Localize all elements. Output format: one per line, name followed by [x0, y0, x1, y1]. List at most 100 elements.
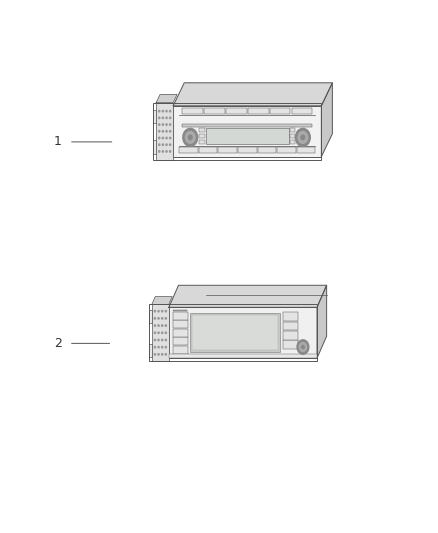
- Bar: [156, 102, 173, 160]
- Circle shape: [297, 340, 309, 354]
- Circle shape: [166, 151, 167, 152]
- Circle shape: [165, 353, 166, 355]
- Bar: [238, 147, 257, 153]
- Bar: [152, 110, 156, 123]
- Bar: [206, 128, 289, 143]
- Bar: [283, 341, 298, 349]
- Bar: [152, 102, 321, 160]
- Circle shape: [170, 138, 171, 139]
- Circle shape: [154, 325, 155, 326]
- Circle shape: [298, 132, 307, 143]
- Circle shape: [162, 144, 163, 146]
- Bar: [283, 322, 298, 330]
- Circle shape: [162, 151, 163, 152]
- Circle shape: [159, 151, 160, 152]
- Bar: [148, 310, 152, 322]
- Bar: [290, 128, 296, 132]
- Circle shape: [302, 345, 304, 349]
- Circle shape: [154, 332, 155, 334]
- Bar: [192, 315, 278, 350]
- Circle shape: [165, 339, 166, 341]
- Bar: [169, 308, 317, 358]
- Circle shape: [162, 110, 163, 112]
- Bar: [182, 124, 312, 127]
- Circle shape: [158, 310, 159, 312]
- Polygon shape: [152, 297, 172, 304]
- Polygon shape: [173, 83, 332, 106]
- Bar: [226, 108, 247, 114]
- Bar: [152, 304, 169, 361]
- Circle shape: [162, 131, 163, 132]
- Circle shape: [165, 310, 166, 312]
- Bar: [283, 331, 298, 340]
- Bar: [148, 344, 152, 357]
- Circle shape: [301, 135, 305, 140]
- Circle shape: [154, 346, 155, 348]
- Text: 2: 2: [54, 337, 62, 350]
- Circle shape: [166, 131, 167, 132]
- Circle shape: [162, 138, 163, 139]
- Bar: [152, 140, 156, 155]
- Bar: [290, 140, 296, 144]
- Circle shape: [185, 132, 195, 143]
- Circle shape: [154, 353, 155, 355]
- Circle shape: [170, 117, 171, 119]
- Bar: [290, 134, 296, 138]
- Bar: [297, 147, 315, 153]
- Circle shape: [165, 346, 166, 348]
- Circle shape: [159, 138, 160, 139]
- Circle shape: [154, 318, 155, 319]
- Bar: [173, 310, 187, 311]
- Circle shape: [166, 124, 167, 125]
- Circle shape: [188, 135, 192, 140]
- Circle shape: [159, 110, 160, 112]
- Circle shape: [154, 339, 155, 341]
- Circle shape: [162, 353, 163, 355]
- Circle shape: [295, 128, 310, 147]
- Bar: [148, 304, 317, 361]
- Circle shape: [170, 144, 171, 146]
- Circle shape: [154, 310, 155, 312]
- Bar: [173, 312, 188, 320]
- Circle shape: [159, 117, 160, 119]
- Circle shape: [166, 117, 167, 119]
- Circle shape: [158, 325, 159, 326]
- Bar: [270, 108, 290, 114]
- Bar: [204, 108, 225, 114]
- Circle shape: [166, 138, 167, 139]
- Circle shape: [158, 353, 159, 355]
- Bar: [248, 108, 268, 114]
- Circle shape: [162, 346, 163, 348]
- Bar: [283, 312, 298, 321]
- Bar: [179, 147, 198, 153]
- Circle shape: [170, 124, 171, 125]
- Circle shape: [165, 332, 166, 334]
- Polygon shape: [156, 94, 177, 102]
- Circle shape: [162, 332, 163, 334]
- Bar: [199, 128, 205, 132]
- Polygon shape: [321, 83, 332, 157]
- Circle shape: [166, 144, 167, 146]
- Bar: [292, 108, 312, 114]
- Bar: [199, 134, 205, 138]
- Bar: [173, 106, 321, 157]
- Circle shape: [299, 343, 307, 351]
- Circle shape: [162, 339, 163, 341]
- Circle shape: [183, 128, 198, 147]
- Circle shape: [170, 131, 171, 132]
- Circle shape: [166, 110, 167, 112]
- Circle shape: [162, 124, 163, 125]
- Text: 1: 1: [54, 135, 62, 148]
- Circle shape: [165, 318, 166, 319]
- Polygon shape: [169, 285, 327, 308]
- Circle shape: [158, 318, 159, 319]
- Circle shape: [170, 110, 171, 112]
- Polygon shape: [317, 285, 327, 358]
- Bar: [169, 354, 317, 358]
- Circle shape: [170, 151, 171, 152]
- Circle shape: [159, 131, 160, 132]
- Bar: [173, 346, 188, 354]
- Circle shape: [162, 117, 163, 119]
- Bar: [182, 108, 203, 114]
- Bar: [173, 337, 188, 345]
